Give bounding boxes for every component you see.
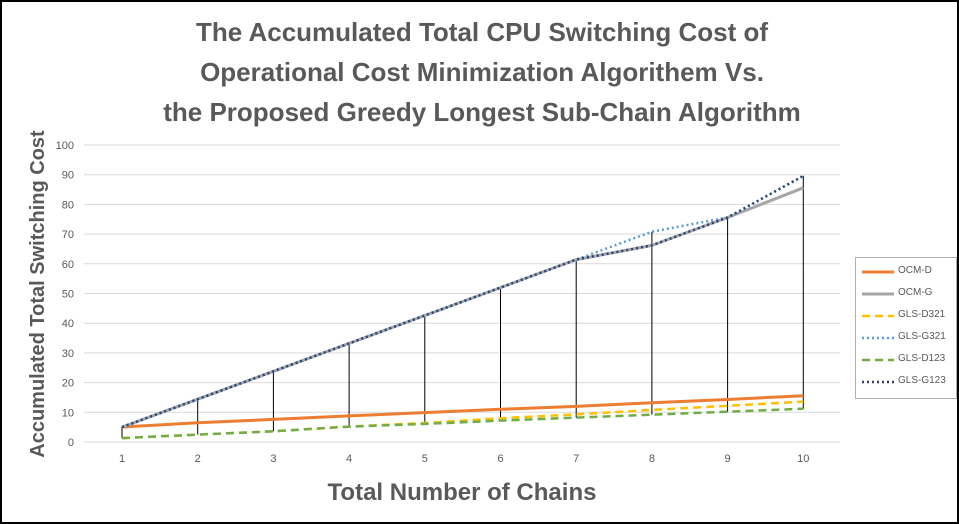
chart-title-line-2: Operational Cost Minimization Algorithem…	[200, 57, 764, 87]
y-tick-label: 60	[62, 259, 74, 271]
x-tick-label: 7	[573, 453, 579, 465]
legend-item: OCM-D	[856, 262, 956, 282]
y-tick-label: 80	[62, 199, 74, 211]
legend-swatch	[862, 270, 894, 274]
x-tick-label: 1	[119, 453, 125, 465]
legend-item: GLS-G123	[856, 372, 956, 392]
legend-label: GLS-G321	[898, 331, 946, 342]
y-tick-label: 70	[62, 229, 74, 241]
x-axis-ticks: 1 2 3 4 5 6 7 8 9 10	[119, 453, 809, 465]
legend-label: OCM-G	[898, 287, 933, 298]
series-line-gls-g123	[121, 174, 804, 429]
gridlines	[84, 144, 840, 443]
legend-swatch	[862, 292, 894, 296]
chart-title: The Accumulated Total CPU Switching Cost…	[62, 12, 902, 132]
legend-item: OCM-G	[856, 284, 956, 304]
series-line-ocm-d	[121, 394, 804, 429]
series-line-gls-d123	[121, 407, 804, 440]
x-tick-label: 8	[649, 453, 655, 465]
x-tick-label: 6	[497, 453, 503, 465]
legend-swatch	[862, 314, 894, 318]
y-tick-label: 0	[68, 437, 74, 449]
y-tick-label: 100	[56, 140, 74, 152]
legend: OCM-D OCM-G GLS-D321 GLS-G321 GLS-D123 GLS-G1…	[855, 257, 957, 399]
chart-title-line-1: The Accumulated Total CPU Switching Cost…	[195, 17, 769, 47]
x-tick-label: 5	[422, 453, 428, 465]
series-lines	[121, 174, 804, 440]
legend-item: GLS-D321	[856, 306, 956, 326]
y-tick-label: 90	[62, 170, 74, 182]
legend-item: GLS-D123	[856, 350, 956, 370]
y-tick-label: 40	[62, 318, 74, 330]
x-tick-label: 10	[797, 453, 809, 465]
legend-swatch	[862, 336, 894, 340]
legend-label: GLS-D321	[898, 309, 946, 320]
y-tick-label: 50	[62, 289, 74, 301]
drop-lines	[121, 175, 804, 439]
legend-swatch	[862, 380, 894, 384]
legend-label: OCM-D	[898, 265, 932, 276]
chart-title-line-3: the Proposed Greedy Longest Sub-Chain Al…	[163, 97, 801, 127]
x-tick-label: 3	[270, 453, 276, 465]
y-tick-label: 20	[62, 378, 74, 390]
legend-item: GLS-G321	[856, 328, 956, 348]
legend-label: GLS-D123	[898, 353, 946, 364]
y-tick-label: 10	[62, 407, 74, 419]
legend-swatch	[862, 358, 894, 362]
x-axis-label: Total Number of Chains	[328, 479, 597, 506]
series-line-gls-d321	[121, 400, 804, 440]
x-tick-label: 4	[346, 453, 352, 465]
y-tick-label: 30	[62, 348, 74, 360]
x-tick-label: 9	[725, 453, 731, 465]
legend-label: GLS-G123	[898, 375, 946, 386]
y-axis-label: Accumulated Total Switching Cost	[27, 130, 49, 458]
x-tick-label: 2	[195, 453, 201, 465]
y-axis-ticks: 0 10 20 30 40 50 60 70 80 90 100	[56, 140, 74, 449]
series-line-ocm-g	[121, 186, 804, 429]
